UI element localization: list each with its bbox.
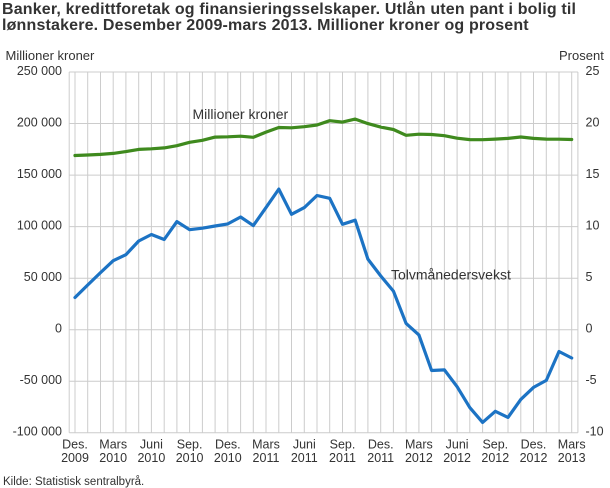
svg-text:0: 0 <box>55 322 62 336</box>
svg-text:2011: 2011 <box>329 451 356 465</box>
svg-text:-10: -10 <box>586 425 604 439</box>
svg-text:0: 0 <box>586 322 593 336</box>
svg-text:Juni: Juni <box>140 437 163 451</box>
svg-text:2010: 2010 <box>176 451 204 465</box>
svg-text:10: 10 <box>586 219 600 233</box>
svg-text:-100 000: -100 000 <box>13 425 62 439</box>
svg-text:2012: 2012 <box>481 451 509 465</box>
svg-text:-50 000: -50 000 <box>20 373 62 387</box>
svg-text:50 000: 50 000 <box>24 270 62 284</box>
svg-text:2012: 2012 <box>443 451 471 465</box>
svg-text:Mars: Mars <box>252 437 280 451</box>
svg-text:Juni: Juni <box>293 437 316 451</box>
svg-text:250 000: 250 000 <box>17 64 62 78</box>
svg-text:15: 15 <box>586 167 600 181</box>
svg-text:2011: 2011 <box>253 451 280 465</box>
svg-text:2010: 2010 <box>214 451 242 465</box>
svg-text:2011: 2011 <box>367 451 394 465</box>
svg-text:Sep.: Sep. <box>482 437 508 451</box>
svg-text:2011: 2011 <box>291 451 318 465</box>
svg-text:Mars: Mars <box>99 437 127 451</box>
svg-text:Des.: Des. <box>368 437 394 451</box>
svg-text:20: 20 <box>586 116 600 130</box>
svg-text:5: 5 <box>586 270 593 284</box>
svg-text:25: 25 <box>586 64 600 78</box>
svg-text:Sep.: Sep. <box>177 437 203 451</box>
svg-text:Des.: Des. <box>215 437 241 451</box>
svg-text:200 000: 200 000 <box>17 116 62 130</box>
svg-text:Des.: Des. <box>521 437 547 451</box>
svg-text:2012: 2012 <box>520 451 548 465</box>
svg-text:2013: 2013 <box>558 451 586 465</box>
svg-text:Juni: Juni <box>446 437 469 451</box>
svg-text:2009: 2009 <box>61 451 89 465</box>
svg-text:2012: 2012 <box>405 451 433 465</box>
svg-text:Mars: Mars <box>405 437 433 451</box>
svg-text:Millioner kroner: Millioner kroner <box>193 106 289 122</box>
svg-text:100 000: 100 000 <box>17 219 62 233</box>
svg-text:2010: 2010 <box>99 451 127 465</box>
svg-text:2010: 2010 <box>137 451 165 465</box>
svg-text:-5: -5 <box>586 373 597 387</box>
svg-text:Mars: Mars <box>558 437 586 451</box>
svg-text:150 000: 150 000 <box>17 167 62 181</box>
svg-text:Des.: Des. <box>62 437 88 451</box>
svg-text:Sep.: Sep. <box>330 437 356 451</box>
svg-text:Tolvmånedersvekst: Tolvmånedersvekst <box>391 267 511 283</box>
